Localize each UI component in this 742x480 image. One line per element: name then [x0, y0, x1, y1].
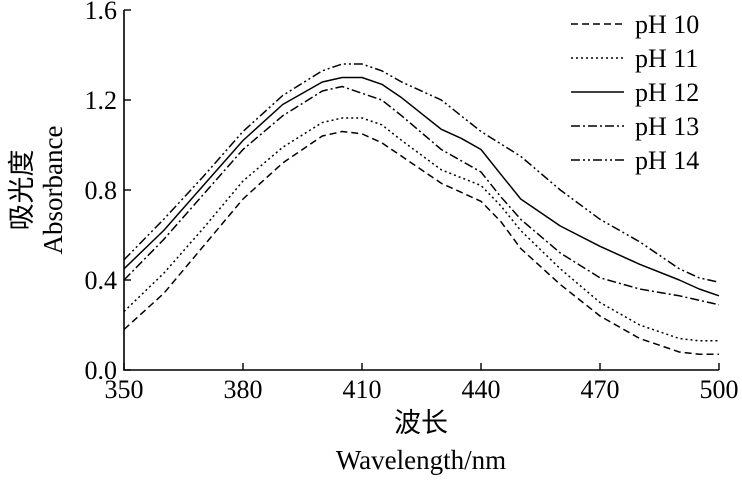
x-axis-title-chinese: 波长 [394, 408, 448, 438]
y-tick-label: 1.2 [85, 86, 118, 115]
series-line-ph-13 [123, 85, 720, 306]
legend-label: pH 13 [635, 112, 699, 141]
axes: 350 380 410 440 470 500 0.0 0.4 0.8 1.2 1.6 [85, 0, 739, 404]
y-tick-label: 0.8 [85, 176, 118, 205]
y-tick-label: 0.4 [85, 266, 118, 295]
legend: pH 10 pH 11 pH 12 pH 13 pH 14 [571, 10, 699, 175]
legend-label: pH 10 [635, 10, 699, 39]
x-tick-label: 350 [105, 375, 144, 404]
x-tick-label: 440 [462, 375, 501, 404]
series-line-ph-11 [123, 117, 719, 342]
x-tick-label: 410 [343, 375, 382, 404]
y-axis-title-chinese: 吸光度 [7, 150, 37, 231]
series-line-ph-12 [123, 76, 720, 297]
series-line-ph-10 [123, 130, 719, 356]
series-line-ph-14 [123, 63, 720, 284]
axis-lines [123, 10, 719, 371]
y-tick-label: 0.0 [85, 356, 118, 385]
series-layer [123, 63, 720, 356]
legend-label: pH 11 [635, 44, 698, 73]
x-tick-label: 500 [700, 375, 739, 404]
y-axis-title: Absorbance [38, 126, 68, 255]
legend-label: pH 12 [635, 78, 699, 107]
x-tick-label: 470 [581, 375, 620, 404]
x-tick-label: 380 [224, 375, 263, 404]
x-axis-title: Wavelength/nm [336, 445, 506, 475]
y-tick-label: 1.6 [85, 0, 118, 25]
legend-label: pH 14 [635, 146, 699, 175]
